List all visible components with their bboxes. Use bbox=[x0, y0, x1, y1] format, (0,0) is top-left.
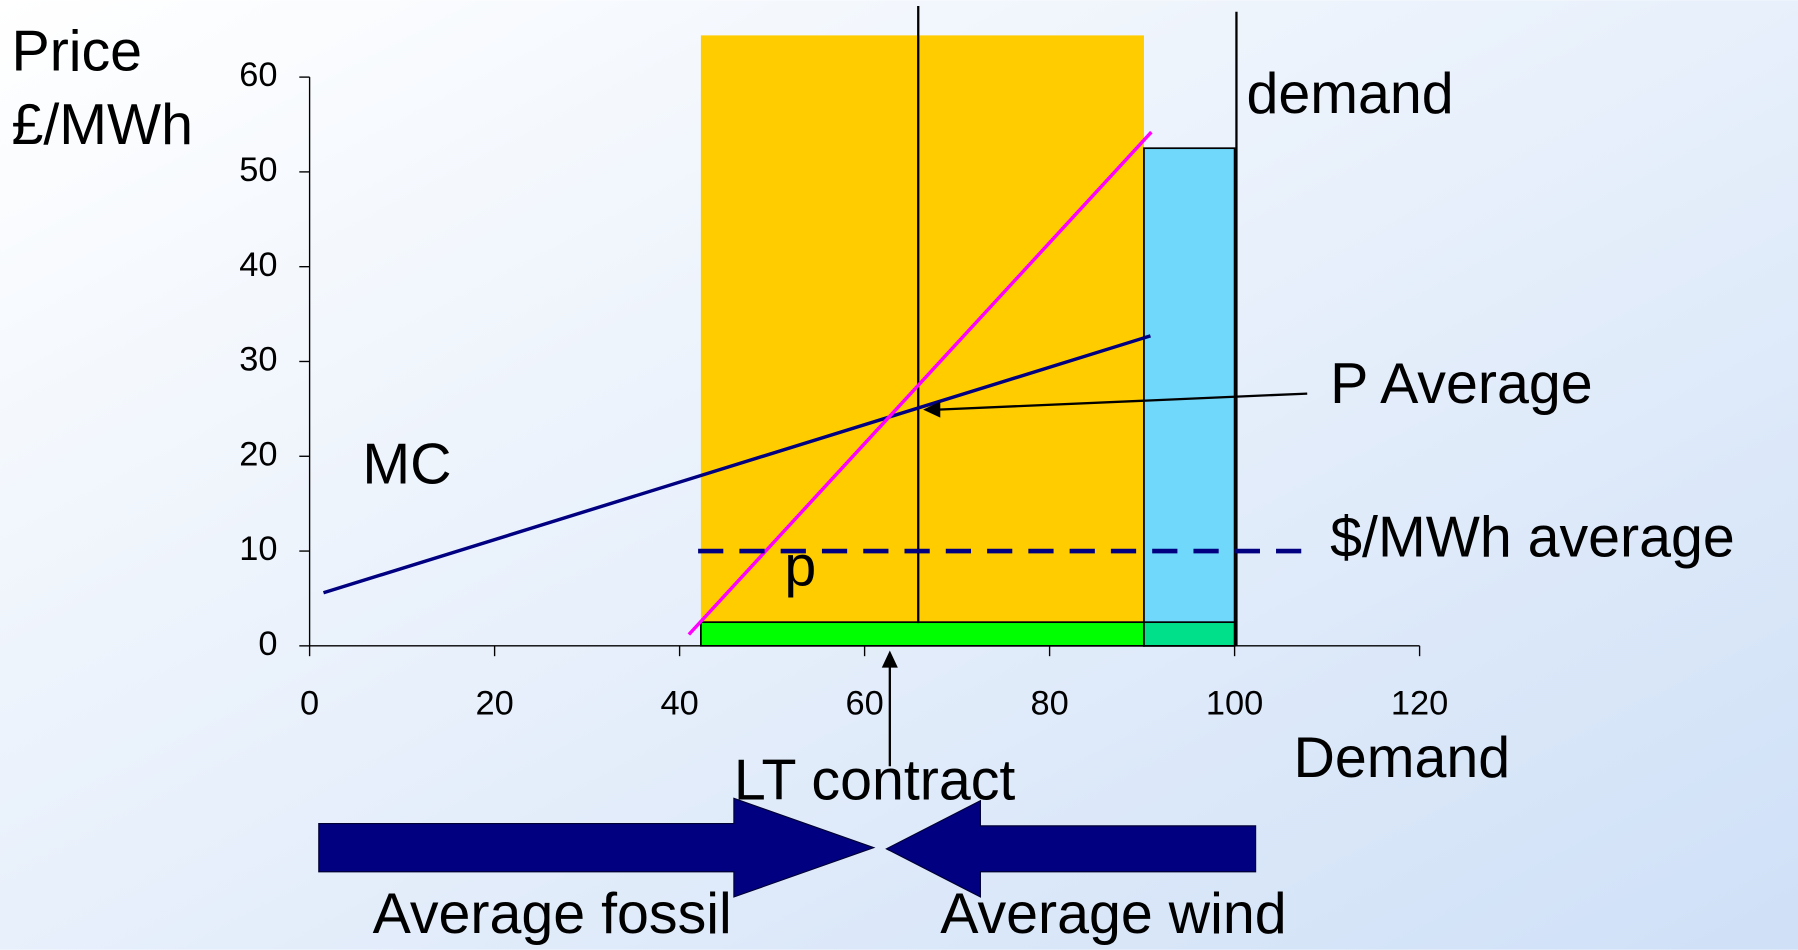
demand-label: demand bbox=[1246, 62, 1453, 126]
y-axis-label: £/MWh bbox=[11, 93, 193, 157]
p-label: p bbox=[784, 534, 816, 598]
arrow-left bbox=[885, 799, 1257, 898]
x-axis-label: Demand bbox=[1293, 726, 1510, 790]
fossil-label: Average fossil bbox=[373, 882, 732, 946]
series-line bbox=[322, 334, 1151, 595]
y-tick-label: 0 bbox=[258, 625, 277, 663]
x-tick-label: 40 bbox=[660, 685, 698, 723]
y-tick-label: 50 bbox=[239, 151, 277, 189]
pointer-head bbox=[923, 401, 941, 418]
region bbox=[700, 621, 1145, 647]
x-tick-label: 80 bbox=[1030, 685, 1068, 723]
x-tick-label: 20 bbox=[475, 685, 513, 723]
y-tick-label: 60 bbox=[239, 56, 277, 94]
y-tick-label: 10 bbox=[239, 530, 277, 568]
y-axis-label: Price bbox=[11, 19, 142, 83]
plot: 0 10 20 30 40 50 60 0 20 40 60 80 100 120 bbox=[239, 6, 1448, 723]
y-tick-label: 40 bbox=[239, 246, 277, 284]
mc-label: MC bbox=[362, 432, 451, 496]
wind-label: Average wind bbox=[940, 882, 1286, 946]
arrow-right bbox=[318, 797, 876, 898]
series-line bbox=[687, 130, 1153, 636]
y-tick-label: 20 bbox=[239, 435, 277, 473]
x-tick-label: 60 bbox=[845, 685, 883, 723]
region bbox=[1143, 621, 1236, 647]
lt-contract-label: LT contract bbox=[734, 749, 1016, 813]
pointer-head bbox=[881, 650, 898, 668]
p-average-label: P Average bbox=[1330, 352, 1592, 416]
region bbox=[700, 35, 1144, 646]
x-tick-label: 100 bbox=[1206, 685, 1263, 723]
average-label: $/MWh average bbox=[1330, 506, 1735, 570]
pointer bbox=[937, 392, 1308, 411]
x-tick-label: 120 bbox=[1391, 685, 1448, 723]
x-tick-label: 0 bbox=[300, 685, 319, 723]
y-tick-label: 30 bbox=[239, 341, 277, 379]
